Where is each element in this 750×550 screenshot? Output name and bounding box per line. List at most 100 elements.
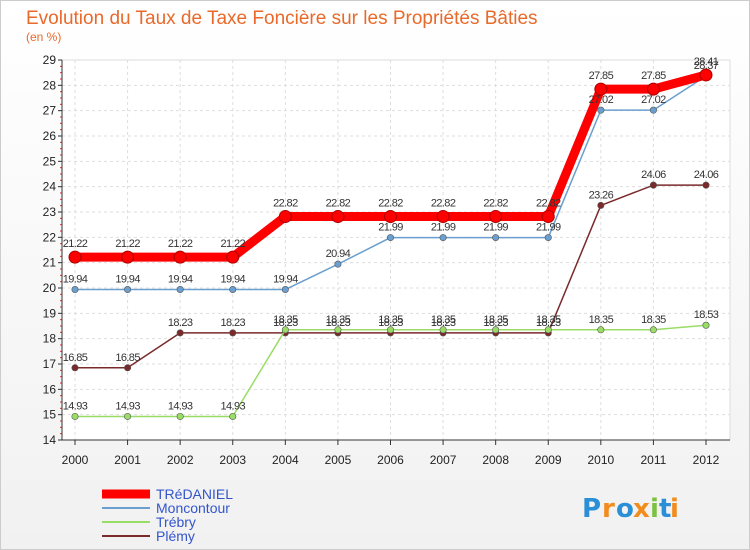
series-point <box>489 210 503 224</box>
logo-letter: t <box>659 494 671 524</box>
data-label: 22.82 <box>273 198 298 210</box>
legend-entry-0: TRéDANIEL <box>156 486 233 502</box>
series-point <box>544 326 552 334</box>
data-label: 21.22 <box>115 238 140 250</box>
series-point <box>439 234 447 242</box>
data-label: 18.35 <box>431 314 456 326</box>
data-label: 28.41 <box>694 56 719 68</box>
y-tick-label: 26 <box>43 129 57 143</box>
data-label: 18.23 <box>168 317 193 329</box>
series-point <box>492 326 500 334</box>
x-tick-label: 2008 <box>482 453 509 467</box>
x-tick-label: 2004 <box>272 453 299 467</box>
data-label: 27.85 <box>589 70 614 82</box>
logo-letter: r <box>602 494 615 524</box>
data-label: 21.22 <box>63 238 88 250</box>
y-tick-label: 16 <box>43 382 57 396</box>
data-label: 24.06 <box>694 169 719 181</box>
y-tick-label: 15 <box>43 408 57 422</box>
series-point <box>176 286 184 294</box>
data-label: 21.99 <box>483 222 508 234</box>
series-point <box>649 106 657 114</box>
data-label: 16.85 <box>63 352 88 364</box>
y-tick-label: 28 <box>43 78 57 92</box>
series-point <box>124 412 132 420</box>
gridlines <box>61 59 731 441</box>
data-label: 21.99 <box>536 222 561 234</box>
data-label: 21.22 <box>168 238 193 250</box>
y-tick-label: 29 <box>43 53 57 67</box>
legend-entry-3: Plémy <box>156 528 195 544</box>
data-label: 18.35 <box>326 314 351 326</box>
data-labels: 21.22 21.22 21.22 21.22 22.82 22.82 22.82 22.82… <box>63 56 720 412</box>
series-point <box>226 250 240 264</box>
y-tick-label: 14 <box>43 433 57 447</box>
data-label: 27.02 <box>641 94 666 106</box>
y-tick-label: 23 <box>43 205 57 219</box>
data-label: 14.93 <box>115 400 140 412</box>
data-label: 18.53 <box>694 309 719 321</box>
data-label: 18.23 <box>378 317 403 329</box>
series-point <box>702 181 710 189</box>
data-label: 18.35 <box>483 314 508 326</box>
series-point <box>124 286 132 294</box>
data-label: 18.35 <box>378 314 403 326</box>
series-point <box>71 286 79 294</box>
series-point <box>439 326 447 334</box>
y-tick-label: 17 <box>43 357 57 371</box>
series-point <box>436 210 450 224</box>
y-tick-label: 22 <box>43 230 57 244</box>
data-label: 22.82 <box>378 198 403 210</box>
data-label: 28.37 <box>694 60 719 72</box>
y-tick-label: 20 <box>43 281 57 295</box>
plot-area <box>61 59 731 441</box>
data-label: 14.93 <box>220 400 245 412</box>
series-point <box>173 250 187 264</box>
series-point <box>121 250 135 264</box>
series-point <box>384 210 397 224</box>
y-tick-label: 27 <box>43 104 57 118</box>
data-label: 18.23 <box>220 317 245 329</box>
logo-letter: i <box>650 494 659 524</box>
logo-letter: i <box>670 494 679 524</box>
data-label: 18.35 <box>273 314 298 326</box>
series-point <box>229 412 237 420</box>
x-tick-label: 2010 <box>587 453 614 467</box>
series-point <box>229 329 237 337</box>
series-point <box>71 364 79 372</box>
y-tick-label: 21 <box>43 256 57 270</box>
logo-letter: o <box>616 494 634 524</box>
data-label: 18.35 <box>536 314 561 326</box>
chart-subtitle: (en %) <box>26 30 61 44</box>
series-point <box>492 234 500 242</box>
x-tick-label: 2000 <box>62 453 89 467</box>
data-label: 22.82 <box>326 198 351 210</box>
series-point <box>176 412 184 420</box>
data-label: 22.82 <box>536 198 561 210</box>
data-label: 22.82 <box>483 198 508 210</box>
series-point <box>334 326 342 334</box>
legend-entry-1: Moncontour <box>156 500 230 516</box>
data-label: 27.85 <box>641 70 666 82</box>
series-point <box>702 321 710 329</box>
data-label: 18.23 <box>483 317 508 329</box>
series-point <box>597 106 605 114</box>
data-label: 16.85 <box>115 352 140 364</box>
x-tick-label: 2012 <box>693 453 720 467</box>
data-label: 21.22 <box>220 238 245 250</box>
x-tick-label: 2003 <box>219 453 246 467</box>
series-point <box>646 82 660 96</box>
y-tick-label: 25 <box>43 154 57 168</box>
axes: 14 15 16 17 18 19 20 21 22 23 24 25 26 27 28 29 2000 2001… <box>43 53 730 467</box>
series-point <box>334 260 342 268</box>
series-layer <box>68 68 713 420</box>
series-point <box>281 286 289 294</box>
x-tick-label: 2011 <box>641 453 667 467</box>
x-tick-label: 2002 <box>167 453 194 467</box>
data-label: 14.93 <box>63 400 88 412</box>
data-label: 18.23 <box>273 317 298 329</box>
